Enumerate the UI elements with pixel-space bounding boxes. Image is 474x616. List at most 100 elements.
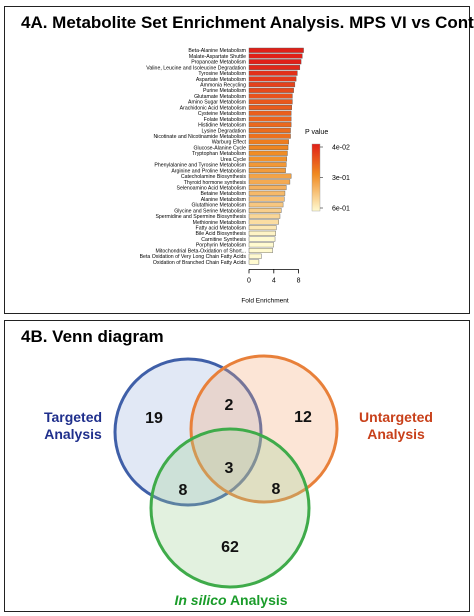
pathway-label: Glutamate Metabolism [194, 94, 246, 100]
count-targeted-only: 19 [145, 410, 163, 427]
x-axis-label: Fold Enrichment [241, 297, 289, 304]
panel-b: 4B. Venn diagram 19 12 62 2 8 8 3 Targeted Anal… [4, 320, 470, 612]
pathway-label: Beta Oxidation of Very Long Chain Fatty … [140, 254, 247, 260]
panel-b-title: 4B. Venn diagram [21, 327, 164, 346]
x-tick-label: 0 [247, 277, 251, 284]
enrichment-bar [248, 219, 279, 225]
enrichment-bar [248, 110, 292, 116]
pathway-label: Phenylalanine and Tyrosine Metabolism [154, 163, 246, 169]
enrichment-bar [248, 116, 292, 122]
pathway-label: Lysine Degradation [201, 128, 246, 134]
pathway-label: Warburg Effect [212, 140, 247, 146]
enrichment-bar [248, 139, 289, 145]
pathway-label: Fatty acid Metabolism [196, 226, 246, 232]
enrichment-bar [248, 225, 277, 231]
pathway-label: Bile Acid Biosynthesis [196, 231, 247, 237]
pathway-label: Mitochondrial Beta-Oxidation of Short... [155, 248, 246, 254]
pathway-label: Selenoamino Acid Metabolism [177, 185, 247, 191]
enrichment-bar [248, 122, 292, 128]
enrichment-bar [248, 247, 273, 253]
pathway-label: Histidine Metabolism [198, 123, 246, 129]
enrichment-bar [248, 53, 303, 59]
enrichment-bar [248, 156, 288, 162]
pathway-label: Urea Cycle [220, 157, 246, 163]
targeted-label: Analysis [44, 426, 102, 442]
pathway-label: Arginine and Proline Metabolism [171, 168, 246, 174]
pathway-label: Glucose-Alanine Cycle [194, 145, 247, 151]
enrichment-bar [248, 99, 293, 105]
enrichment-bar [248, 230, 276, 236]
enrichment-bar [248, 202, 284, 208]
legend-tick-label: 6e-01 [332, 206, 350, 213]
untargeted-label: Analysis [367, 426, 425, 442]
count-insilico-only: 62 [221, 539, 239, 556]
insilico-circle [149, 427, 311, 589]
enrichment-bar [248, 167, 286, 173]
pathway-label: Betaine Metabolism [200, 191, 246, 197]
enrichment-bar [248, 162, 287, 168]
enrichment-bar [248, 70, 298, 76]
pathway-label: Glutathione Metabolism [192, 203, 247, 209]
pathway-label: Arachidonic Acid Metabolism [180, 105, 246, 111]
enrichment-bar [248, 145, 289, 151]
enrichment-bar [248, 64, 301, 70]
pathway-label: Propanoate Metabolism [191, 60, 246, 66]
enrichment-bar [248, 93, 293, 99]
pathway-label: Tryptophan Metabolism [192, 151, 246, 157]
enrichment-bar [248, 185, 287, 191]
pathway-label: Spermidine and Spermine Biosynthesis [155, 214, 246, 220]
enrichment-bar [248, 47, 304, 53]
pvalue-colorbar [311, 143, 321, 212]
legend-tick-label: 3e-01 [332, 175, 350, 182]
pathway-label: Tyrosine Metabolism [198, 71, 246, 77]
panel-a-title: 4A. Metabolite Set Enrichment Analysis. … [21, 13, 474, 32]
pathway-label: Malate-Aspartate Shuttle [189, 54, 246, 60]
enrichment-bar [248, 196, 285, 202]
x-tick-label: 8 [297, 277, 301, 284]
count-all-three: 3 [225, 460, 234, 477]
pathway-label: Alanine Metabolism [201, 197, 246, 203]
enrichment-bar [248, 150, 288, 156]
pathway-label: Oxidation of Branched Chain Fatty Acids [153, 260, 247, 266]
x-tick-label: 4 [272, 277, 276, 284]
pathway-label: Porphyrin Metabolism [196, 243, 246, 249]
pathway-label: Methionine Metabolism [193, 220, 246, 226]
count-untargeted-only: 12 [294, 409, 312, 426]
enrichment-bar [248, 104, 292, 110]
enrichment-bar [248, 190, 286, 196]
pathway-label: Carnitine Synthesis [201, 237, 246, 243]
pathway-label: Catecholamine Biosynthesis [181, 174, 247, 180]
enrichment-bar [248, 259, 260, 265]
pathway-label: Amino Sugar Metabolism [188, 100, 246, 106]
enrichment-bar-chart: Beta-Alanine MetabolismMalate-Aspartate … [140, 47, 350, 304]
untargeted-circle [189, 354, 339, 504]
pathway-label: Folate Metabolism [204, 117, 246, 123]
pathway-label: Valine, Leucine and Isoleucine Degradati… [146, 65, 246, 71]
enrichment-bar [248, 127, 291, 133]
enrichment-bar [248, 207, 282, 213]
untargeted-label: Untargeted [359, 409, 433, 425]
pathway-label: Ammonia Recycling [200, 83, 246, 89]
enrichment-bar [248, 59, 302, 65]
insilico-label: In silico Analysis [174, 592, 287, 608]
enrichment-bar [248, 253, 262, 259]
pathway-label: Glycine and Serine Metabolism [174, 208, 246, 214]
enrichment-bar [248, 82, 296, 88]
legend-tick-label: 4e-02 [332, 145, 350, 152]
enrichment-bar [248, 242, 274, 248]
enrichment-bar [248, 179, 291, 185]
targeted-label: Targeted [44, 409, 102, 425]
count-targeted-insilico: 8 [179, 482, 188, 499]
pathway-label: Nicotinate and Nicotinamide Metabolism [153, 134, 246, 140]
panel-a: 4A. Metabolite Set Enrichment Analysis. … [4, 6, 474, 314]
enrichment-bar [248, 76, 297, 82]
pathway-label: Cysteine Metabolism [198, 111, 246, 117]
enrichment-bar [248, 133, 291, 139]
enrichment-bar [248, 173, 292, 179]
pathway-label: Aspartate Metabolism [196, 77, 246, 83]
enrichment-bar [248, 213, 281, 219]
pathway-label: Beta-Alanine Metabolism [188, 48, 246, 54]
targeted-circle [113, 357, 263, 507]
pathway-label: Purine Metabolism [203, 88, 246, 94]
